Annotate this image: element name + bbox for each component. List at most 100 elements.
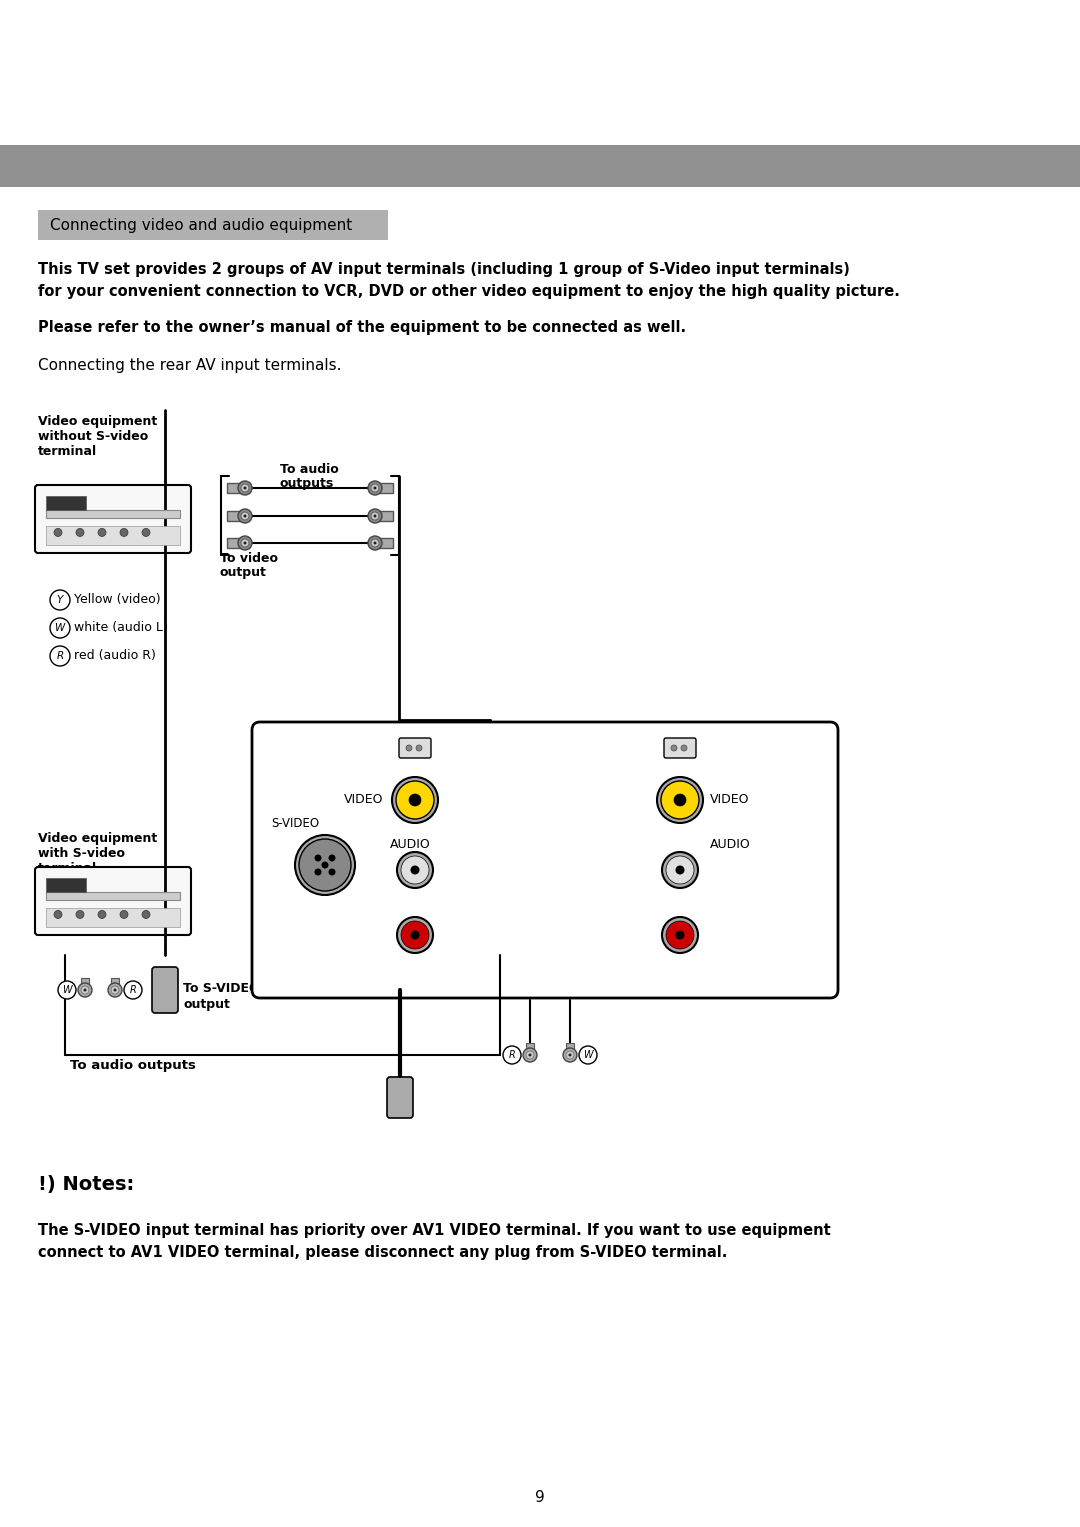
Circle shape (372, 512, 379, 521)
Circle shape (374, 515, 377, 518)
Text: Connecting video and audio equipment: Connecting video and audio equipment (50, 218, 352, 234)
Circle shape (666, 857, 694, 884)
Text: !) Notes:: !) Notes: (38, 1174, 134, 1194)
Text: R: R (56, 651, 64, 661)
Circle shape (243, 542, 246, 545)
Circle shape (661, 780, 699, 818)
Circle shape (526, 1051, 534, 1060)
Bar (227, 512, 245, 521)
Circle shape (108, 983, 122, 997)
Circle shape (54, 910, 62, 918)
Circle shape (392, 777, 438, 823)
Circle shape (58, 980, 76, 999)
Circle shape (120, 528, 129, 536)
Text: To S-VIDEO: To S-VIDEO (183, 982, 259, 996)
FancyBboxPatch shape (152, 967, 178, 1012)
Bar (375, 538, 393, 548)
Circle shape (675, 930, 685, 939)
Circle shape (76, 910, 84, 918)
Text: outputs: outputs (280, 476, 334, 490)
Circle shape (368, 536, 382, 550)
Text: terminal: terminal (38, 444, 97, 458)
Circle shape (50, 646, 70, 666)
Circle shape (396, 780, 434, 818)
Text: W: W (55, 623, 65, 634)
Text: W: W (63, 985, 71, 996)
Circle shape (374, 487, 377, 490)
Text: Y: Y (57, 596, 64, 605)
Circle shape (322, 861, 328, 869)
Text: R: R (130, 985, 136, 996)
Bar (111, 977, 119, 989)
Text: output: output (183, 999, 230, 1011)
Text: To audio outputs: To audio outputs (70, 1060, 195, 1072)
Text: VIDEO: VIDEO (710, 793, 750, 806)
Circle shape (141, 528, 150, 536)
Bar (46, 510, 180, 518)
Bar (81, 977, 89, 989)
Circle shape (372, 484, 379, 492)
Circle shape (662, 852, 698, 889)
Circle shape (98, 528, 106, 536)
Circle shape (528, 1054, 531, 1057)
Circle shape (410, 930, 419, 939)
Circle shape (314, 869, 322, 875)
Circle shape (113, 988, 117, 991)
Circle shape (76, 528, 84, 536)
Circle shape (120, 910, 129, 918)
Circle shape (243, 487, 246, 490)
Circle shape (368, 481, 382, 495)
Text: R: R (509, 1051, 515, 1060)
Circle shape (563, 1048, 577, 1061)
Circle shape (416, 745, 422, 751)
Circle shape (141, 910, 150, 918)
Circle shape (406, 745, 411, 751)
Circle shape (368, 508, 382, 524)
Text: terminal: terminal (38, 863, 97, 875)
Circle shape (98, 910, 106, 918)
Text: output: output (220, 567, 267, 579)
FancyBboxPatch shape (35, 867, 191, 935)
Circle shape (372, 539, 379, 547)
Text: To audio: To audio (280, 463, 339, 476)
Circle shape (397, 852, 433, 889)
Bar (526, 1043, 534, 1055)
Circle shape (674, 794, 686, 806)
Circle shape (566, 1051, 573, 1060)
Text: Video equipment: Video equipment (38, 415, 158, 428)
Text: W: W (583, 1051, 593, 1060)
Text: 9: 9 (535, 1490, 545, 1506)
Text: VIDEO: VIDEO (343, 793, 383, 806)
Bar (375, 512, 393, 521)
Circle shape (241, 512, 249, 521)
Circle shape (238, 536, 252, 550)
FancyBboxPatch shape (387, 1077, 413, 1118)
Bar (375, 483, 393, 493)
Bar (227, 483, 245, 493)
Circle shape (50, 589, 70, 609)
Bar (227, 538, 245, 548)
Text: This TV set provides 2 groups of AV input terminals (including 1 group of S-Vide: This TV set provides 2 groups of AV inpu… (38, 263, 850, 276)
Bar (46, 527, 180, 545)
Circle shape (671, 745, 677, 751)
FancyBboxPatch shape (252, 722, 838, 999)
Circle shape (238, 481, 252, 495)
Text: white (audio L): white (audio L) (75, 621, 167, 634)
Circle shape (503, 1046, 521, 1064)
Circle shape (579, 1046, 597, 1064)
Circle shape (78, 983, 92, 997)
Text: without S-video: without S-video (38, 431, 148, 443)
Circle shape (328, 869, 336, 875)
Circle shape (374, 542, 377, 545)
Circle shape (314, 855, 322, 861)
Circle shape (675, 866, 685, 875)
Bar (46, 909, 180, 927)
Circle shape (523, 1048, 537, 1061)
Circle shape (238, 508, 252, 524)
Circle shape (401, 921, 429, 948)
Circle shape (54, 528, 62, 536)
Text: red (audio R): red (audio R) (75, 649, 156, 663)
Text: for your convenient connection to VCR, DVD or other video equipment to enjoy the: for your convenient connection to VCR, D… (38, 284, 900, 299)
Text: Connecting the rear AV input terminals.: Connecting the rear AV input terminals. (38, 357, 341, 373)
Text: connect to AV1 VIDEO terminal, please disconnect any plug from S-VIDEO terminal.: connect to AV1 VIDEO terminal, please di… (38, 1245, 727, 1260)
